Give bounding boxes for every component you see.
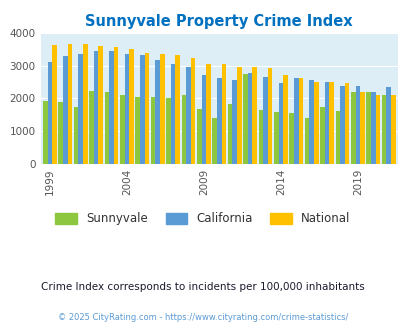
Bar	[135, 97, 140, 164]
Bar	[58, 102, 63, 164]
Bar	[298, 79, 303, 164]
Bar	[381, 95, 386, 164]
Bar	[350, 92, 355, 164]
Bar	[74, 107, 78, 164]
Bar	[313, 82, 318, 164]
Bar	[160, 54, 164, 164]
Bar	[359, 92, 364, 164]
Bar	[344, 83, 349, 164]
Bar	[166, 98, 171, 164]
Text: Crime Index corresponds to incidents per 100,000 inhabitants: Crime Index corresponds to incidents per…	[41, 282, 364, 292]
Bar	[43, 101, 47, 164]
Bar	[339, 85, 344, 164]
Bar	[94, 51, 98, 164]
Bar	[52, 46, 57, 164]
Bar	[232, 80, 237, 164]
Bar	[375, 95, 379, 164]
Title: Sunnyvale Property Crime Index: Sunnyvale Property Crime Index	[85, 14, 352, 29]
Bar	[386, 86, 390, 164]
Bar	[390, 95, 394, 164]
Bar	[171, 64, 175, 164]
Bar	[243, 74, 247, 164]
Bar	[113, 48, 118, 164]
Bar	[140, 55, 144, 164]
Bar	[104, 92, 109, 164]
Bar	[78, 54, 83, 164]
Bar	[267, 68, 272, 164]
Bar	[47, 62, 52, 164]
Bar	[98, 46, 103, 164]
Bar	[319, 107, 324, 164]
Bar	[282, 75, 287, 164]
Bar	[221, 64, 226, 164]
Bar	[212, 118, 216, 164]
Bar	[355, 86, 359, 164]
Bar	[206, 64, 210, 164]
Bar	[201, 75, 206, 164]
Bar	[63, 56, 67, 164]
Bar	[196, 109, 201, 164]
Bar	[67, 44, 72, 164]
Bar	[227, 104, 232, 164]
Bar	[237, 67, 241, 164]
Bar	[273, 113, 278, 164]
Bar	[124, 54, 129, 164]
Bar	[258, 110, 262, 164]
Bar	[324, 82, 328, 164]
Bar	[175, 55, 179, 164]
Bar	[144, 53, 149, 164]
Bar	[309, 80, 313, 164]
Bar	[83, 44, 87, 164]
Bar	[109, 51, 113, 164]
Bar	[370, 92, 375, 164]
Bar	[262, 77, 267, 164]
Legend: Sunnyvale, California, National: Sunnyvale, California, National	[51, 208, 354, 230]
Bar	[150, 97, 155, 164]
Bar	[185, 67, 190, 164]
Bar	[216, 78, 221, 164]
Bar	[278, 83, 282, 164]
Bar	[328, 82, 333, 164]
Bar	[365, 92, 370, 164]
Bar	[129, 49, 133, 164]
Bar	[247, 73, 252, 164]
Bar	[293, 78, 298, 164]
Bar	[181, 95, 185, 164]
Bar	[289, 113, 293, 164]
Bar	[119, 95, 124, 164]
Bar	[89, 91, 94, 164]
Bar	[304, 118, 309, 164]
Text: © 2025 CityRating.com - https://www.cityrating.com/crime-statistics/: © 2025 CityRating.com - https://www.city…	[58, 313, 347, 322]
Bar	[252, 67, 256, 164]
Bar	[155, 60, 160, 164]
Bar	[335, 111, 339, 164]
Bar	[190, 58, 195, 164]
